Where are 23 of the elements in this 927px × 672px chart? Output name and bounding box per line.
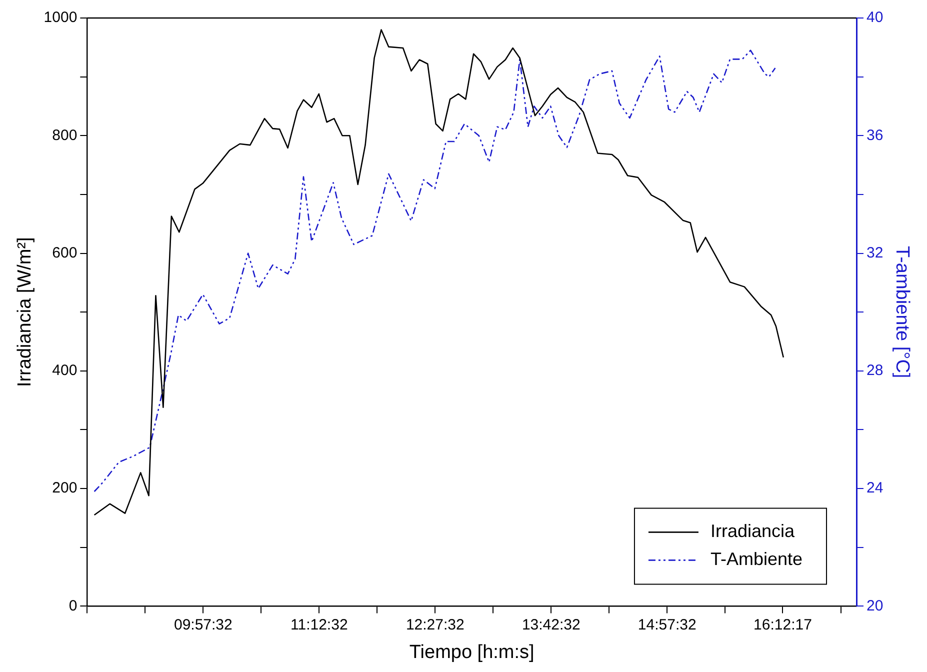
legend-label: Irradiancia bbox=[710, 521, 796, 542]
y2-tick-label: 32 bbox=[866, 244, 884, 262]
y-axis-title: Irradiancia [W/m²] bbox=[14, 237, 36, 388]
y-tick-label: 0 bbox=[68, 597, 78, 614]
x-tick-label: 16:12:17 bbox=[754, 616, 812, 634]
y2-tick-label: 28 bbox=[866, 362, 884, 380]
x-axis-title: Tiempo [h:m:s] bbox=[409, 642, 534, 663]
y-tick-label: 200 bbox=[52, 480, 78, 497]
y2-tick-label: 24 bbox=[866, 480, 884, 497]
x-tick-label: 11:12:32 bbox=[290, 616, 348, 634]
x-tick-label: 09:57:32 bbox=[174, 616, 232, 634]
legend-label: T-Ambiente bbox=[710, 549, 803, 570]
x-tick-label: 12:27:32 bbox=[406, 616, 464, 634]
x-tick-label: 14:57:32 bbox=[638, 616, 696, 634]
y-tick-label: 800 bbox=[52, 126, 78, 144]
y-tick-label: 1000 bbox=[44, 9, 78, 26]
y2-tick-label: 36 bbox=[866, 126, 884, 144]
y-tick-label: 400 bbox=[52, 362, 78, 380]
y2-axis-title: T-ambiente [°C] bbox=[891, 246, 912, 378]
y-tick-label: 600 bbox=[52, 244, 78, 262]
y2-tick-label: 40 bbox=[866, 9, 884, 26]
y2-tick-label: 20 bbox=[866, 597, 884, 614]
x-tick-label: 13:42:32 bbox=[522, 616, 580, 634]
